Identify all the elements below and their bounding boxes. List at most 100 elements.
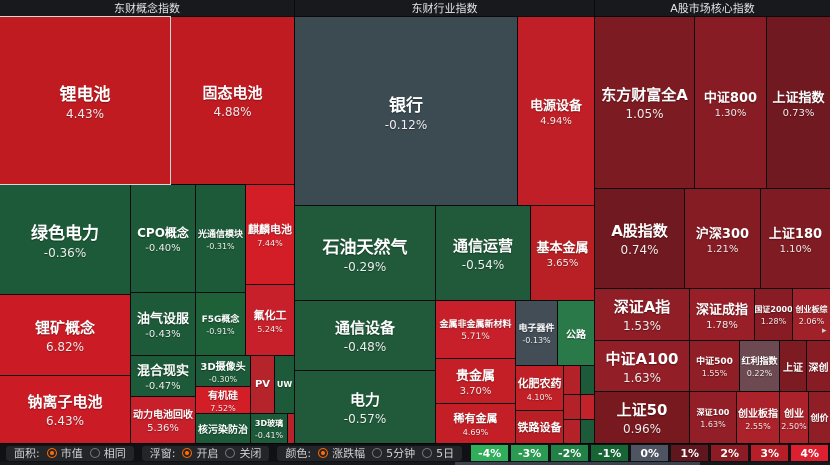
treemap-tile[interactable]: PV	[250, 355, 275, 414]
treemap-tile[interactable]: 通信运营 -0.54%	[435, 205, 531, 301]
tile-label: 电力	[349, 390, 380, 409]
treemap-tile[interactable]: 创业 2.50%	[779, 391, 809, 444]
treemap-tile[interactable]: 3D玻璃 -0.41%	[250, 413, 288, 444]
scrollbar-thumb[interactable]	[455, 462, 700, 465]
treemap-tile[interactable]: 电源设备 4.94%	[517, 16, 595, 206]
treemap-tile[interactable]: 基本金属 3.65%	[530, 205, 595, 301]
treemap-tile[interactable]	[287, 413, 295, 444]
industry-index-panel: 东财行业指数 银行 -0.12% 电源设备 4.94% 石油天然气 -0.29% 通信运营 -…	[294, 0, 595, 444]
treemap-tile[interactable]: 核污染防治	[195, 413, 251, 444]
radio-unselected-icon[interactable]	[89, 448, 100, 458]
radio-option[interactable]: 5分钟	[372, 445, 415, 461]
radio-unselected-icon[interactable]	[225, 448, 236, 458]
radio-option[interactable]: 相同	[89, 445, 126, 461]
treemap-tile[interactable]: 贵金属 3.70%	[435, 358, 516, 404]
legend-cell[interactable]: -1%	[591, 445, 629, 461]
treemap-tile[interactable]: 金属非金属新材料 5.71%	[435, 300, 516, 359]
legend-cell[interactable]: 4%	[791, 445, 829, 461]
treemap-tile[interactable]: 银行 -0.12%	[294, 16, 518, 206]
treemap-tile[interactable]: 东方财富全A 1.05%	[594, 16, 695, 189]
treemap-tile[interactable]: 油气设服 -0.43%	[130, 292, 196, 356]
legend-cell[interactable]: -4%	[471, 445, 509, 461]
tile-label: 核污染防治	[198, 425, 248, 436]
tile-label: 氟化工	[253, 308, 287, 322]
treemap-tile[interactable]: 3D摄像头 -0.30%	[195, 355, 251, 387]
legend-cell[interactable]: -3%	[511, 445, 549, 461]
treemap-tile[interactable]: 上证	[779, 340, 807, 392]
horizontal-scrollbar[interactable]	[0, 462, 830, 465]
tile-label: 锂电池	[59, 85, 111, 105]
treemap-tile[interactable]: 深证100 1.63%	[689, 391, 737, 444]
treemap-tile[interactable]: UW	[274, 355, 295, 414]
legend-cell[interactable]: 1%	[671, 445, 709, 461]
treemap-tile[interactable]: 稀有金属 4.69%	[435, 403, 516, 444]
treemap-tile[interactable]	[563, 419, 581, 444]
legend-cell[interactable]: 2%	[711, 445, 749, 461]
treemap-tile[interactable]: 公路	[557, 300, 595, 366]
radio-selected-icon[interactable]	[318, 448, 329, 458]
treemap-tile[interactable]	[580, 394, 595, 420]
treemap-tile[interactable]: 深证成指 1.78%	[689, 288, 755, 341]
treemap-tile[interactable]	[580, 419, 595, 444]
treemap-tile[interactable]	[563, 365, 581, 395]
radio-selected-icon[interactable]	[46, 448, 57, 458]
treemap-tile[interactable]: 上证指数 0.73%	[766, 16, 830, 189]
treemap-tile[interactable]: 光通信模块 -0.31%	[195, 184, 246, 293]
treemap-tile[interactable]: 绿色电力 -0.36%	[0, 184, 131, 295]
treemap-tile[interactable]: 中证800 1.30%	[694, 16, 767, 189]
treemap-tile[interactable]: 锂电池 4.43%	[0, 16, 171, 185]
tile-change-value: -0.29%	[343, 259, 387, 274]
treemap-tile[interactable]: 沪深300 1.21%	[684, 188, 761, 289]
tile-change-value: 1.28%	[760, 316, 787, 326]
treemap-tile[interactable]: 电力 -0.57%	[294, 370, 436, 444]
treemap-tile[interactable]: 中证A100 1.63%	[594, 340, 690, 392]
treemap-tile[interactable]: 国证2000 1.28%	[754, 288, 793, 341]
tile-label: 通信设备	[334, 319, 395, 337]
treemap-tile[interactable]: 深证A指 1.53%	[594, 288, 690, 341]
treemap-tile[interactable]: 石油天然气 -0.29%	[294, 205, 436, 301]
radio-unselected-icon[interactable]	[372, 448, 383, 458]
radio-option[interactable]: 开启	[182, 445, 218, 461]
treemap-tile[interactable]: 创业板综 2.06%	[792, 288, 830, 341]
tile-label: 麒麟电池	[248, 223, 292, 236]
expand-arrow-icon[interactable]: ▸	[822, 326, 827, 336]
radio-option[interactable]: 涨跌幅	[318, 445, 365, 461]
treemap-tile[interactable]: 铁路设备	[515, 410, 564, 444]
treemap-tile[interactable]: 麒麟电池 7.44%	[245, 184, 295, 285]
treemap-tile[interactable]: 上证50 0.96%	[594, 391, 690, 444]
treemap-tile[interactable]: A股指数 0.74%	[594, 188, 685, 289]
treemap-tile[interactable]: 深创	[806, 340, 830, 392]
treemap-tile[interactable]: 创业板指 2.55%	[736, 391, 780, 444]
treemap-tile[interactable]: 有机硅 7.52%	[195, 386, 251, 414]
radio-option[interactable]: 关闭	[225, 445, 261, 461]
treemap-tile[interactable]: 动力电池回收 5.36%	[130, 396, 196, 444]
treemap-tile[interactable]: 上证180 1.10%	[760, 188, 830, 289]
treemap-tile[interactable]: 化肥农药 4.10%	[515, 365, 564, 411]
treemap-tile[interactable]: 氟化工 5.24%	[245, 284, 295, 356]
legend-cell[interactable]: 3%	[751, 445, 789, 461]
radio-option[interactable]: 市值	[46, 445, 83, 461]
tile-change-value: 6.82%	[45, 339, 85, 354]
treemap-tile[interactable]: 创价	[808, 391, 830, 444]
treemap-tile[interactable]: CPO概念 -0.40%	[130, 184, 196, 293]
treemap-tile[interactable]: 中证500 1.55%	[689, 340, 740, 392]
legend-cell[interactable]: -2%	[551, 445, 589, 461]
treemap-tile[interactable]: 锂矿概念 6.82%	[0, 294, 131, 376]
radio-option[interactable]: 5日	[422, 445, 454, 461]
treemap-tile[interactable]: 混合现实 -0.47%	[130, 355, 196, 397]
treemap-tile[interactable]	[563, 394, 581, 420]
treemap-tile[interactable]: 固态电池 4.88%	[170, 16, 295, 185]
treemap-tile[interactable]: 通信设备 -0.48%	[294, 300, 436, 371]
radio-unselected-icon[interactable]	[422, 448, 433, 458]
treemap-tile[interactable]	[580, 365, 595, 395]
tile-label: 通信运营	[452, 236, 513, 255]
tile-label: 贵金属	[455, 369, 495, 384]
legend-cell[interactable]: 0%	[631, 445, 669, 461]
radio-selected-icon[interactable]	[182, 448, 193, 458]
treemap-tile[interactable]: F5G概念 -0.91%	[195, 292, 246, 356]
tile-label: 国证2000	[755, 304, 792, 314]
treemap-tile[interactable]: 电子器件 -0.13%	[515, 300, 558, 366]
treemap-tile[interactable]: 红利指数 0.22%	[739, 340, 780, 392]
treemap-tile[interactable]: 钠离子电池 6.43%	[0, 375, 131, 444]
